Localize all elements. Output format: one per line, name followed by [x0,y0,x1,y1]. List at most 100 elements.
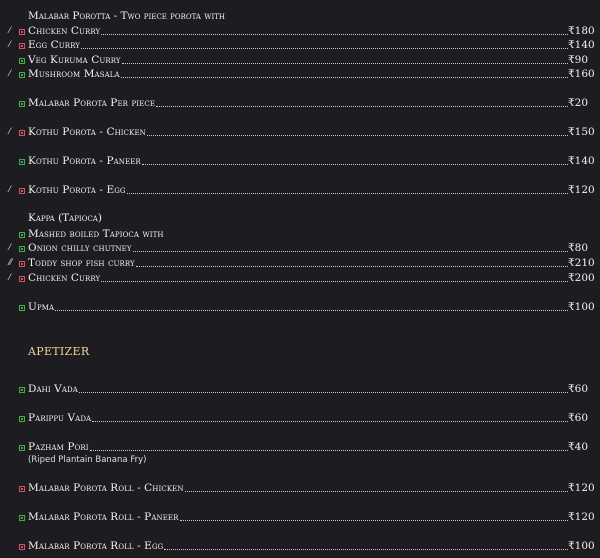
veg-icon [19,72,25,78]
menu-item[interactable]: Veg Kuruma Curry ₹90 [0,53,600,67]
nonveg-icon [19,29,25,35]
chili-icon: ⁄ [9,185,11,194]
menu-item[interactable]: Kothu Porota - Paneer ₹140 [0,154,600,168]
item-name: Malabar Porota Roll - Egg [28,540,164,552]
leader-dots [141,164,568,165]
menu-item[interactable]: Parippu Vada ₹60 [0,411,600,425]
menu-item[interactable]: Malabar Porota Roll - Egg ₹100 [0,539,600,553]
chili-icon: ⁄ [9,243,11,252]
item-price: ₹20 [568,97,589,109]
menu-item[interactable]: ⁄⁄ Toddy shop fish curry ₹210 [0,256,600,270]
item-price: ₹120 [568,511,595,523]
leader-dots [179,520,568,521]
menu-item[interactable]: ⁄ Mushroom Masala ₹160 [0,67,600,81]
item-price: ₹140 [568,155,595,167]
nonveg-icon [19,544,25,550]
leader-dots [101,34,568,35]
item-price: ₹80 [568,242,589,254]
item-price: ₹160 [568,68,595,80]
leader-dots [120,77,568,78]
leader-dots [132,251,568,252]
item-price: ₹120 [568,184,595,196]
heading-malabar-porotta: Malabar Porotta - Two piece porota with [28,10,226,22]
menu-item[interactable]: Mashed boiled Tapioca with [0,227,600,241]
item-name: Upma [28,301,55,313]
veg-icon [19,445,25,451]
veg-icon [19,305,25,311]
item-name: Egg Curry [28,39,80,51]
item-name: Chicken Curry [28,25,101,37]
menu-item[interactable]: ⁄ Chicken Curry ₹180 [0,24,600,38]
leader-dots [89,450,568,451]
chili-icon: ⁄ [9,40,11,49]
item-name: Malabar Porota Roll - Paneer [28,511,179,523]
nonveg-icon [19,486,25,492]
item-name: Kothu Porota - Paneer [28,155,141,167]
item-name: Mashed boiled Tapioca with [28,228,164,240]
menu-item[interactable]: ⁄ Chicken Curry ₹200 [0,271,600,285]
item-note: (Riped Plantain Banana Fry) [28,455,147,465]
item-price: ₹140 [568,39,595,51]
leader-dots [55,310,568,311]
nonveg-icon [19,188,25,194]
item-price: ₹210 [568,257,595,269]
leader-dots [164,549,568,550]
menu-item[interactable]: Dahi Vada ₹60 [0,382,600,396]
nonveg-icon [19,261,25,267]
section-title-apetizer: APETIZER [28,345,90,358]
chili-icon: ⁄⁄ [9,258,12,267]
leader-dots [78,392,568,393]
heading-kappa: Kappa (Tapioca) [28,212,102,224]
chili-icon: ⁄ [9,69,11,78]
veg-icon [19,232,25,238]
veg-icon [19,58,25,64]
chili-icon: ⁄ [9,273,11,282]
nonveg-icon [19,43,25,49]
item-price: ₹90 [568,54,589,66]
veg-icon [19,515,25,521]
item-price: ₹60 [568,383,589,395]
leader-dots [156,106,568,107]
menu-item[interactable]: Pazham Pori ₹40 [0,440,600,454]
item-price: ₹100 [568,540,595,552]
veg-icon [19,416,25,422]
chili-icon: ⁄ [9,127,11,136]
item-price: ₹150 [568,126,595,138]
leader-dots [92,421,568,422]
menu-item[interactable]: ⁄ Egg Curry ₹140 [0,38,600,52]
item-name: Toddy shop fish curry [28,257,135,269]
item-name: Chicken Curry [28,272,101,284]
leader-dots [126,193,568,194]
leader-dots [80,48,568,49]
item-name: Onion chilly chutney [28,242,132,254]
menu-item[interactable]: Malabar Porota Roll - Chicken ₹120 [0,481,600,495]
leader-dots [121,63,568,64]
chili-icon: ⁄ [9,26,11,35]
menu-item[interactable]: ⁄ Kothu Porota - Chicken ₹150 [0,125,600,139]
leader-dots [135,266,568,267]
item-price: ₹200 [568,272,595,284]
item-price: ₹100 [568,301,595,313]
leader-dots [101,281,568,282]
nonveg-icon [19,276,25,282]
item-price: ₹180 [568,25,595,37]
leader-dots [146,135,568,136]
veg-icon [19,101,25,107]
menu-item[interactable]: ⁄ Onion chilly chutney ₹80 [0,241,600,255]
menu-item[interactable]: Malabar Porota Per piece ₹20 [0,96,600,110]
item-name: Dahi Vada [28,383,78,395]
item-name: Mushroom Masala [28,68,120,80]
menu-item[interactable]: Upma ₹100 [0,300,600,314]
item-name: Kothu Porota - Egg [28,184,126,196]
menu-item[interactable]: Malabar Porota Roll - Paneer ₹120 [0,510,600,524]
menu-item[interactable]: ⁄ Kothu Porota - Egg ₹120 [0,183,600,197]
item-name: Malabar Porota Per piece [28,97,156,109]
item-price: ₹60 [568,412,589,424]
item-name: Pazham Pori [28,441,89,453]
leader-dots [184,491,568,492]
veg-icon [19,246,25,252]
item-price: ₹40 [568,441,589,453]
item-name: Malabar Porota Roll - Chicken [28,482,184,494]
veg-icon [19,159,25,165]
item-name: Veg Kuruma Curry [28,54,121,66]
